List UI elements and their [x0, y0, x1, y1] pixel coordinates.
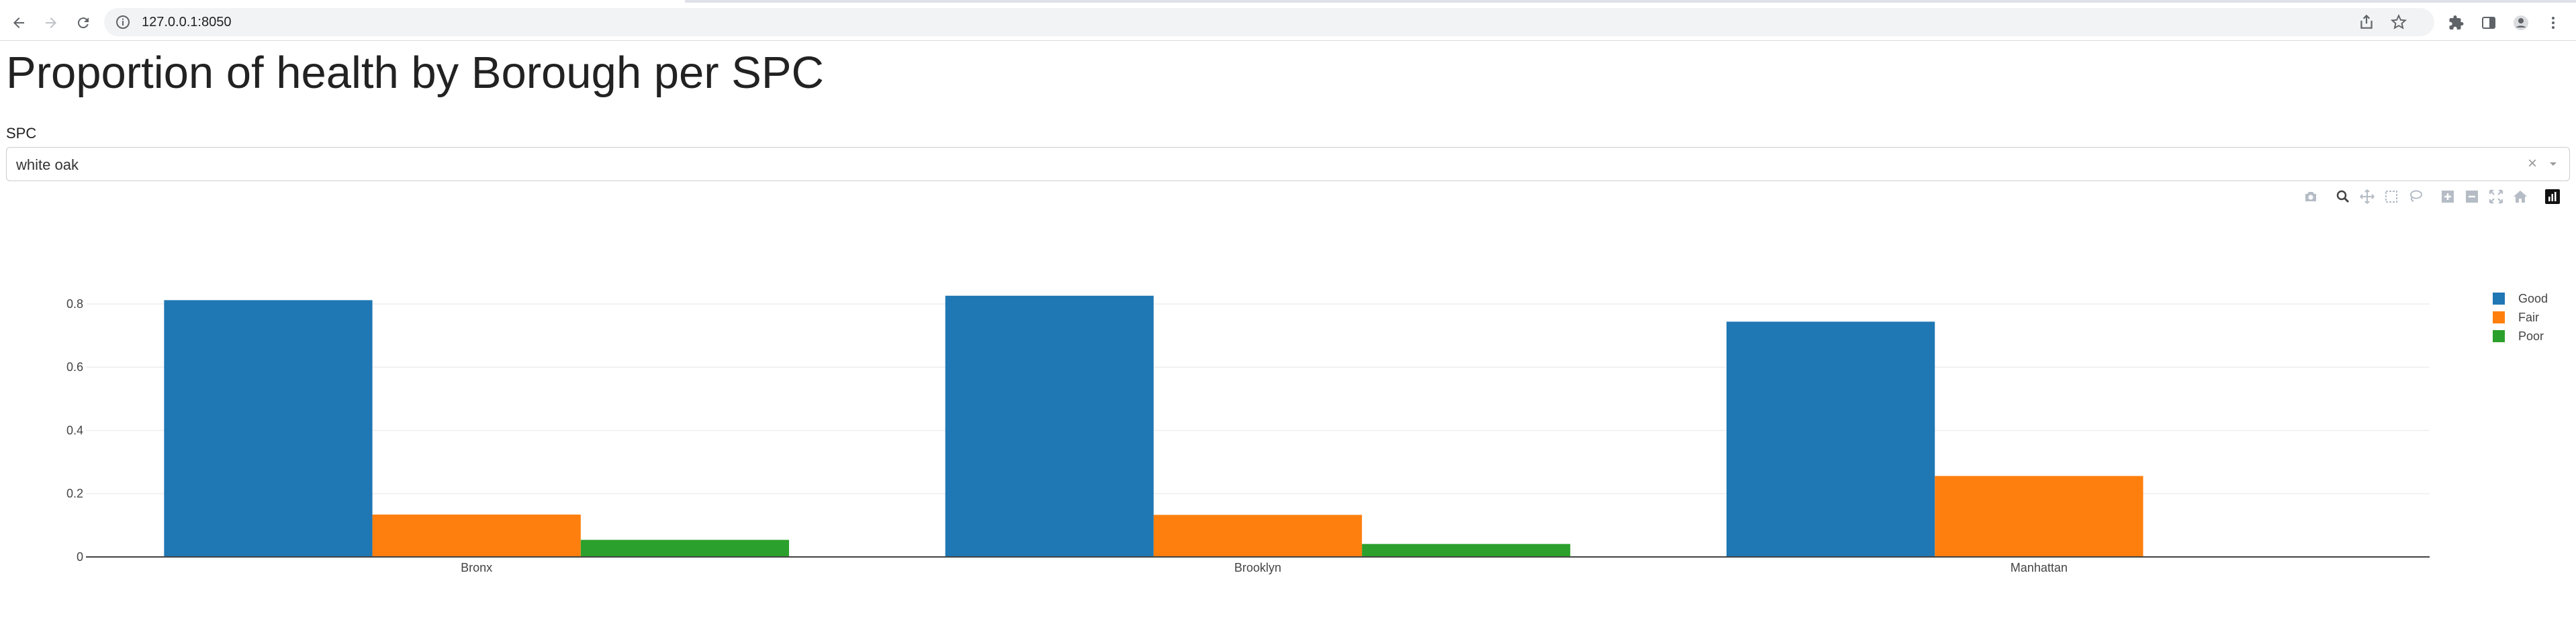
bar-fair-manhattan[interactable]: [1935, 476, 2144, 557]
reset-axes-icon[interactable]: [2510, 187, 2530, 207]
gridlines: [86, 303, 2430, 495]
legend-label: Fair: [2518, 311, 2539, 324]
spc-dropdown-value[interactable]: white oak: [16, 156, 79, 173]
info-icon[interactable]: [115, 14, 131, 30]
y-tick-label: 0.4: [66, 423, 83, 437]
address-bar[interactable]: 127.0.0.1:8050: [104, 8, 2434, 36]
x-axis-ticks: Bronx Brooklyn Manhattan: [461, 561, 2068, 574]
x-tick-label: Bronx: [461, 561, 492, 574]
spc-dropdown-label: SPC: [6, 125, 37, 142]
legend-item-poor[interactable]: Poor: [2493, 329, 2544, 343]
zoom-in-icon[interactable]: [2438, 187, 2458, 207]
camera-icon[interactable]: [2301, 187, 2321, 207]
bar-good-brooklyn[interactable]: [945, 295, 1154, 557]
y-axis-ticks: 0 0.2 0.4 0.6 0.8: [66, 297, 83, 564]
autoscale-icon[interactable]: [2486, 187, 2506, 207]
side-panel-icon[interactable]: [2475, 9, 2502, 36]
reload-icon[interactable]: [70, 9, 97, 36]
legend: Good Fair Poor: [2493, 292, 2548, 343]
bars: [164, 295, 2144, 557]
browser-toolbar: 127.0.0.1:8050: [0, 3, 2576, 41]
legend-item-fair[interactable]: Fair: [2493, 311, 2539, 324]
bar-chart: 0 0.2 0.4 0.6 0.8 Bronx Brooklyn Manhattan Goo…: [66, 292, 2548, 574]
share-icon[interactable]: [2358, 13, 2375, 31]
forward-arrow-icon[interactable]: [38, 9, 64, 36]
y-tick-label: 0: [77, 550, 83, 564]
y-tick-label: 0.6: [66, 360, 83, 374]
lasso-icon[interactable]: [2405, 187, 2426, 207]
clear-selection-icon[interactable]: ×: [2527, 154, 2537, 172]
url-text[interactable]: 127.0.0.1:8050: [142, 15, 232, 30]
tab-strip: [0, 0, 2576, 3]
profile-icon[interactable]: [2508, 9, 2534, 36]
bar-poor-bronx[interactable]: [580, 539, 789, 557]
chevron-down-icon[interactable]: [2545, 156, 2561, 172]
x-tick-label: Manhattan: [2011, 561, 2068, 574]
pan-icon[interactable]: [2357, 187, 2377, 207]
page-title: Proportion of health by Borough per SPC: [6, 48, 824, 98]
y-tick-label: 0.2: [66, 487, 83, 501]
zoom-icon[interactable]: [2333, 187, 2353, 207]
back-arrow-icon[interactable]: [5, 9, 32, 36]
spc-dropdown[interactable]: white oak ×: [6, 147, 2570, 181]
puzzle-icon[interactable]: [2443, 9, 2470, 36]
legend-label: Good: [2518, 292, 2548, 305]
bar-good-manhattan[interactable]: [1727, 321, 1935, 557]
legend-swatch: [2493, 330, 2505, 342]
bar-fair-brooklyn[interactable]: [1153, 515, 1363, 557]
zoom-out-icon[interactable]: [2462, 187, 2482, 207]
bar-poor-brooklyn[interactable]: [1362, 544, 1571, 557]
legend-swatch: [2493, 311, 2505, 323]
plotly-logo-icon[interactable]: [2542, 187, 2563, 207]
bar-fair-bronx[interactable]: [372, 514, 581, 557]
star-icon[interactable]: [2390, 13, 2407, 31]
box-select-icon[interactable]: [2381, 187, 2401, 207]
bar-good-bronx[interactable]: [164, 300, 373, 557]
active-tab[interactable]: [0, 0, 685, 3]
x-tick-label: Brooklyn: [1234, 561, 1281, 574]
legend-label: Poor: [2518, 329, 2544, 343]
kebab-menu-icon[interactable]: [2540, 9, 2567, 36]
legend-swatch: [2493, 293, 2505, 305]
y-tick-label: 0.8: [66, 297, 83, 311]
legend-item-good[interactable]: Good: [2493, 292, 2548, 305]
